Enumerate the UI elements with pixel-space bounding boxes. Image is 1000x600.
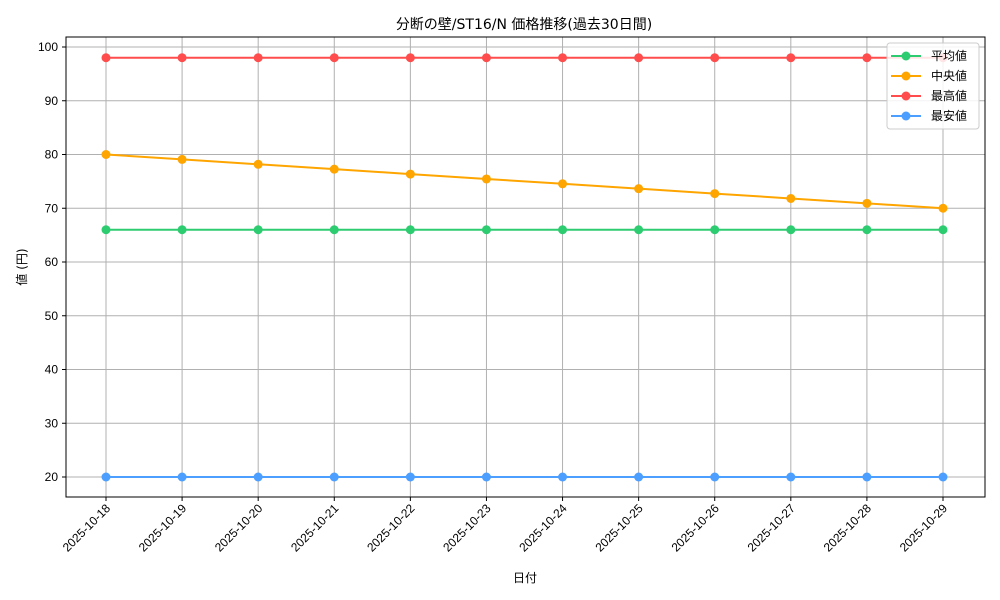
data-point	[786, 225, 796, 235]
y-tick-label: 60	[45, 255, 59, 269]
data-point	[634, 225, 644, 235]
data-point	[862, 53, 872, 63]
data-point	[481, 472, 491, 482]
chart-title: 分断の壁/ST16/N 価格推移(過去30日間)	[396, 17, 652, 33]
data-point	[253, 53, 263, 63]
y-tick-label: 20	[45, 470, 59, 484]
data-point	[329, 225, 339, 235]
data-point	[329, 164, 339, 174]
data-point	[329, 53, 339, 63]
data-point	[253, 159, 263, 169]
data-point	[558, 225, 568, 235]
x-axis-ticks: 2025-10-18 2025-10-19 2025-10-20 2025-10-21…	[60, 497, 951, 555]
data-point	[177, 225, 187, 235]
y-tick-label: 100	[38, 40, 58, 54]
data-series	[101, 53, 948, 482]
series-line	[101, 225, 948, 235]
x-tick-label: 2025-10-21	[288, 501, 342, 555]
data-point	[177, 53, 187, 63]
data-point	[862, 472, 872, 482]
data-point	[558, 179, 568, 189]
legend-item: 最安値	[891, 108, 967, 123]
data-point	[938, 203, 948, 213]
x-tick-label: 2025-10-28	[821, 501, 875, 555]
legend-label: 最安値	[931, 108, 967, 123]
data-point	[558, 472, 568, 482]
data-point	[101, 150, 111, 159]
data-point	[405, 225, 415, 235]
plot-frame	[65, 36, 986, 498]
data-point	[786, 193, 796, 203]
data-point	[862, 225, 872, 235]
y-tick-label: 70	[45, 201, 59, 215]
x-tick-label: 2025-10-20	[212, 501, 266, 555]
series-line	[101, 53, 948, 63]
y-tick-label: 30	[45, 416, 59, 430]
legend-item: 中央値	[891, 68, 967, 83]
legend-label: 最高値	[931, 88, 967, 103]
data-point	[177, 154, 187, 164]
data-point	[101, 472, 111, 482]
y-tick-label: 80	[45, 148, 59, 162]
data-point	[786, 472, 796, 482]
data-point	[405, 472, 415, 482]
grid-lines	[66, 37, 985, 497]
legend-label: 平均値	[931, 48, 967, 63]
series-line	[101, 150, 948, 213]
data-point	[938, 472, 948, 482]
data-point	[710, 472, 720, 482]
legend-item: 平均値	[891, 48, 967, 63]
y-tick-label: 40	[45, 363, 59, 377]
data-point	[329, 472, 339, 482]
x-tick-label: 2025-10-24	[516, 501, 570, 555]
data-point	[558, 53, 568, 63]
data-point	[862, 198, 872, 208]
x-tick-label: 2025-10-22	[364, 501, 418, 555]
data-point	[405, 169, 415, 179]
data-point	[710, 189, 720, 199]
y-tick-label: 90	[45, 94, 59, 108]
data-point	[634, 184, 644, 194]
x-axis-label: 日付	[513, 571, 537, 585]
legend-label: 中央値	[931, 68, 967, 83]
data-point	[634, 53, 644, 63]
data-point	[481, 53, 491, 63]
data-point	[405, 53, 415, 63]
x-tick-label: 2025-10-25	[592, 501, 646, 555]
data-point	[634, 472, 644, 482]
data-point	[101, 225, 111, 235]
x-tick-label: 2025-10-26	[669, 501, 723, 555]
x-tick-label: 2025-10-19	[136, 501, 190, 555]
data-point	[481, 174, 491, 184]
y-tick-label: 50	[45, 309, 59, 323]
x-tick-label: 2025-10-18	[60, 501, 114, 555]
data-point	[177, 472, 187, 482]
legend-item: 最高値	[891, 88, 967, 103]
data-point	[710, 53, 720, 63]
x-tick-label: 2025-10-29	[897, 501, 951, 555]
x-tick-label: 2025-10-23	[440, 501, 494, 555]
data-point	[710, 225, 720, 235]
data-point	[253, 225, 263, 235]
x-tick-label: 2025-10-27	[745, 501, 799, 555]
y-axis-label: 値 (円)	[14, 248, 29, 285]
data-point	[101, 53, 111, 63]
data-point	[786, 53, 796, 63]
data-point	[938, 225, 948, 235]
data-point	[481, 225, 491, 235]
series-line	[101, 472, 948, 482]
y-axis-ticks: 20 30 40 50 60 70 80 90 100	[38, 40, 66, 484]
data-point	[253, 472, 263, 482]
